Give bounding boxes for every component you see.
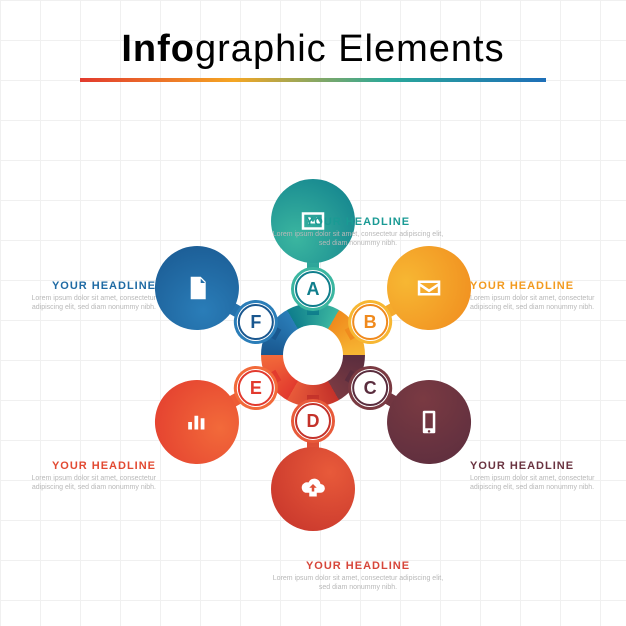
- title-suffix: Elements: [327, 28, 505, 70]
- label-b: YOUR HEADLINE Lorem ipsum dolor sit amet,…: [470, 280, 620, 313]
- label-c: YOUR HEADLINE Lorem ipsum dolor sit amet,…: [470, 460, 620, 493]
- page-title: Infographic Elements: [0, 28, 626, 71]
- headline-d: YOUR HEADLINE: [268, 560, 448, 572]
- letter-d: D: [295, 403, 331, 439]
- letter-e: E: [238, 370, 274, 406]
- title-prefix: Info: [121, 28, 195, 70]
- title-mid: graphic: [195, 28, 327, 70]
- phone-icon: [414, 407, 444, 437]
- desc-c: Lorem ipsum dolor sit amet, consectetur …: [470, 475, 620, 493]
- letter-badge-d: D: [291, 399, 335, 443]
- desc-f: Lorem ipsum dolor sit amet, consectetur …: [6, 295, 156, 313]
- doc-icon: [182, 273, 212, 303]
- letter-b: B: [352, 304, 388, 340]
- letter-a: A: [295, 271, 331, 307]
- ring-hole: [283, 325, 343, 385]
- label-d: YOUR HEADLINE Lorem ipsum dolor sit amet,…: [268, 560, 448, 593]
- label-e: YOUR HEADLINE Lorem ipsum dolor sit amet,…: [6, 460, 156, 493]
- headline-c: YOUR HEADLINE: [470, 460, 620, 472]
- headline-a: YOUR HEADLINE: [268, 216, 448, 228]
- mail-icon: [414, 273, 444, 303]
- node-d: [271, 447, 355, 531]
- desc-e: Lorem ipsum dolor sit amet, consectetur …: [6, 475, 156, 493]
- desc-a: Lorem ipsum dolor sit amet, consectetur …: [268, 231, 448, 249]
- title-underline: [80, 78, 546, 82]
- headline-b: YOUR HEADLINE: [470, 280, 620, 292]
- headline-e: YOUR HEADLINE: [6, 460, 156, 472]
- label-a: YOUR HEADLINE Lorem ipsum dolor sit amet,…: [268, 216, 448, 249]
- bars-icon: [182, 407, 212, 437]
- letter-badge-a: A: [291, 267, 335, 311]
- headline-f: YOUR HEADLINE: [6, 280, 156, 292]
- cloud-up-icon: [298, 474, 328, 504]
- letter-f: F: [238, 304, 274, 340]
- letter-c: C: [352, 370, 388, 406]
- label-f: YOUR HEADLINE Lorem ipsum dolor sit amet,…: [6, 280, 156, 313]
- desc-d: Lorem ipsum dolor sit amet, consectetur …: [268, 575, 448, 593]
- desc-b: Lorem ipsum dolor sit amet, consectetur …: [470, 295, 620, 313]
- radial-diagram: ABCDEF YOUR HEADLINE Lorem ipsum dolor si…: [0, 120, 626, 626]
